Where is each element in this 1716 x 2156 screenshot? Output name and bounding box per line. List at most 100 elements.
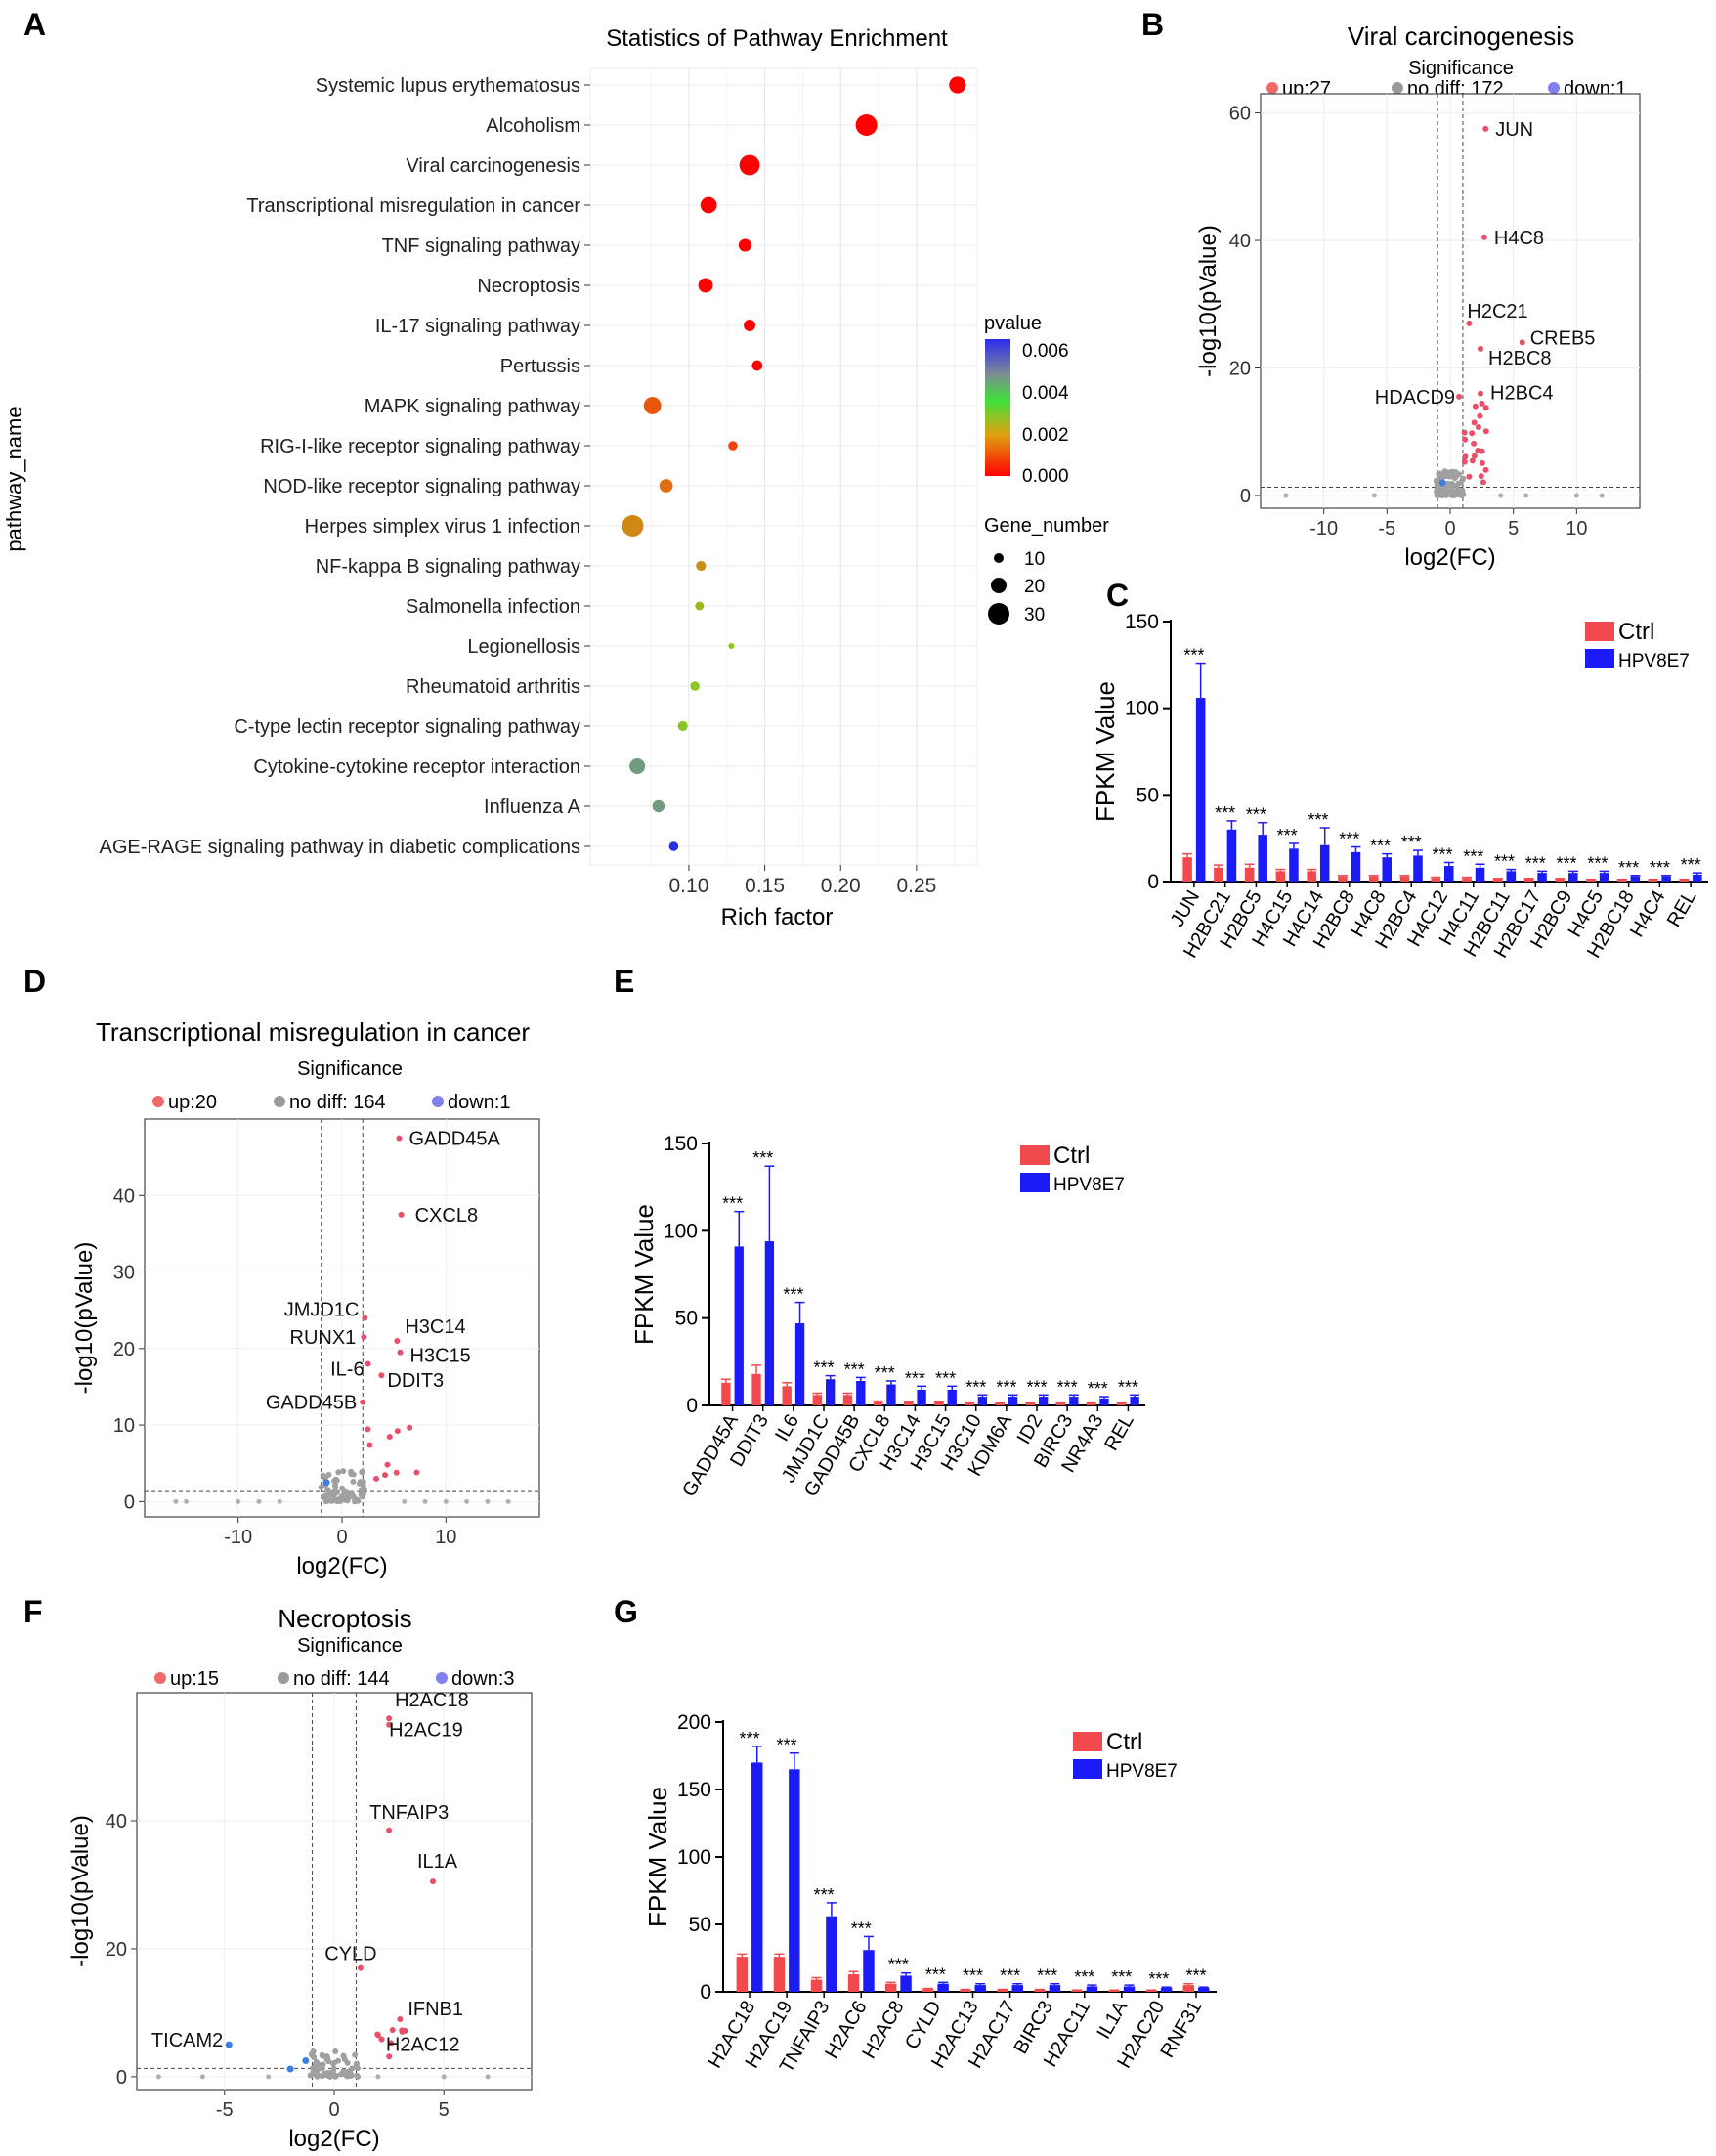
volcano-nodiff-point — [350, 1478, 357, 1485]
bar-hpv8e7-h4c15 — [1289, 848, 1299, 882]
pathway-label-alcoholism: Alcoholism — [486, 115, 580, 137]
bar-hpv8e7-h2ac19 — [789, 1769, 800, 1992]
pathway-label-age-rage-signaling-pathway-in-diabetic-complications: AGE-RAGE signaling pathway in diabetic c… — [100, 837, 580, 858]
volcano-legend-label-2: down:1 — [448, 1092, 511, 1113]
volcano-nodiff-point — [1455, 492, 1462, 498]
pathway-label-viral-carcinogenesis: Viral carcinogenesis — [406, 155, 580, 177]
volcano-nodiff-point — [375, 2074, 381, 2080]
volcano-labeled-point-h3c14 — [394, 1337, 401, 1344]
pathway-label-cytokine-cytokine-receptor-interaction: Cytokine-cytokine receptor interaction — [253, 756, 580, 778]
volcano-nodiff-point — [485, 2074, 491, 2080]
volcano-xlabel: log2(FC) — [288, 2126, 379, 2152]
volcano-legend-dot-2 — [436, 1672, 448, 1684]
bar-ctrl-h4c8 — [1368, 876, 1379, 882]
significance-stars-jun: *** — [1183, 646, 1204, 666]
volcano-legend-title: Significance — [1408, 58, 1514, 79]
bar-ylabel: FPKM Value — [643, 1787, 672, 1927]
significance-stars-h4c4: *** — [1650, 858, 1670, 878]
volcano-xlabel: log2(FC) — [1404, 544, 1495, 571]
volcano-nodiff-point — [344, 2073, 351, 2080]
volcano-down-point — [286, 2065, 294, 2073]
volcano-nodiff-point — [333, 1497, 340, 1504]
bar-ctrl-jun — [1182, 857, 1192, 882]
volcano-nodiff-point — [344, 1489, 351, 1496]
volcano-legend-dot-1 — [278, 1672, 289, 1684]
pathway-point-nod-like-receptor-signaling-pathway — [659, 479, 673, 493]
bar-ctrl-h2bc5 — [1244, 867, 1255, 882]
pathway-label-herpes-simplex-virus-1-infection: Herpes simplex virus 1 infection — [305, 516, 580, 538]
volcano-nodiff-point — [323, 2052, 330, 2059]
bar-hpv8e7-h2bc11 — [1506, 871, 1517, 882]
volcano-title: Viral carcinogenesis — [1348, 22, 1574, 51]
volcano-nodiff-point — [359, 1469, 365, 1476]
volcano-up-point — [378, 2036, 385, 2043]
volcano-nodiff-point — [320, 1493, 326, 1500]
pathway-label-transcriptional-misregulation-in-cancer: Transcriptional misregulation in cancer — [246, 195, 580, 217]
significance-stars-h2bc9: *** — [1557, 853, 1577, 873]
significance-stars-rnf31: *** — [1185, 1966, 1206, 1986]
pathway-point-transcriptional-misregulation-in-cancer — [700, 196, 717, 214]
volcano-nodiff-point — [236, 1498, 241, 1504]
volcano-nodiff-point — [1435, 492, 1441, 498]
bar-ctrl-id2 — [1025, 1403, 1035, 1405]
volcano-ytick-label: 10 — [113, 1415, 135, 1437]
bar-ctrl-h3c10 — [965, 1403, 974, 1405]
pathway-label-tnf-signaling-pathway: TNF signaling pathway — [382, 236, 580, 257]
volcano-nodiff-point — [341, 1496, 348, 1503]
volcano-xtick-label: 5 — [1508, 518, 1519, 539]
volcano-nodiff-point — [324, 1497, 331, 1504]
significance-stars-jmjd1c: *** — [813, 1358, 834, 1378]
volcano-nodiff-point — [1457, 479, 1464, 486]
gene-label-ticam2: TICAM2 — [151, 2030, 223, 2051]
volcano-xtick-label: 0 — [336, 1527, 347, 1548]
pathway-label-il-17-signaling-pathway: IL-17 signaling pathway — [375, 316, 580, 337]
bar-hpv8e7-birc3 — [1049, 1985, 1061, 1992]
gene-label-h3c14: H3C14 — [405, 1316, 465, 1338]
volcano-labeled-point-ticam2 — [226, 2042, 233, 2048]
bar-ctrl-h2bc9 — [1555, 879, 1566, 882]
bar-ctrl-h3c15 — [934, 1402, 944, 1405]
bar-ytick-label: 150 — [677, 1779, 711, 1801]
gene-label-h2ac19: H2AC19 — [389, 1720, 463, 1742]
gene-label-cxcl8: CXCL8 — [415, 1205, 478, 1227]
pathway-label-rheumatoid-arthritis: Rheumatoid arthritis — [406, 676, 580, 698]
bar-ctrl-birc3 — [1034, 1989, 1046, 1992]
volcano-legend-dot-2 — [432, 1096, 444, 1107]
volcano-nodiff-point — [339, 1485, 346, 1491]
volcano-up-point — [382, 1472, 389, 1479]
volcano-ytick-label: 0 — [1240, 486, 1251, 507]
bar-hpv8e7-cxcl8 — [886, 1384, 896, 1405]
significance-stars-h2bc11: *** — [1494, 852, 1515, 872]
panel-a-ylabel: pathway_name — [2, 406, 26, 551]
volcano-ytick-label: 20 — [106, 1939, 127, 1961]
volcano-legend-dot-2 — [1548, 82, 1560, 94]
volcano-labeled-point-gadd45a — [396, 1135, 403, 1142]
volcano-labeled-point-il1a — [430, 1878, 436, 1885]
bar-hpv8e7-h2ac17 — [1011, 1985, 1023, 1992]
volcano-ytick-label: 20 — [1229, 358, 1251, 379]
volcano-nodiff-point — [1440, 490, 1447, 496]
bar-hpv8e7-h4c11 — [1475, 867, 1485, 882]
bar-ytick-label: 100 — [664, 1220, 698, 1242]
volcano-up-point — [1479, 459, 1485, 466]
volcano-up-point — [1475, 423, 1481, 430]
volcano-labeled-point-h2ac12 — [374, 2032, 381, 2039]
volcano-labeled-point-h3c15 — [397, 1349, 404, 1356]
volcano-up-point — [373, 1475, 380, 1482]
bar-ytick-label: 100 — [1125, 698, 1159, 720]
bar-hpv8e7-rel — [1130, 1397, 1139, 1405]
volcano-nodiff-point — [1453, 483, 1460, 490]
panel-a-xtick-label: 0.10 — [669, 875, 709, 897]
bar-ctrl-ddit3 — [751, 1373, 761, 1405]
gene-label-jun: JUN — [1495, 119, 1533, 141]
volcano-nodiff-point — [184, 1498, 190, 1504]
significance-stars-h3c15: *** — [935, 1368, 956, 1388]
volcano-up-point — [386, 2053, 393, 2060]
bar-hpv8e7-h2bc21 — [1226, 829, 1237, 882]
volcano-nodiff-point — [355, 2073, 362, 2080]
volcano-nodiff-point — [1448, 487, 1455, 494]
volcano-up-point — [394, 1428, 401, 1435]
volcano-legend-title: Significance — [297, 1058, 403, 1080]
bar-hpv8e7-h4c8 — [1382, 857, 1392, 882]
